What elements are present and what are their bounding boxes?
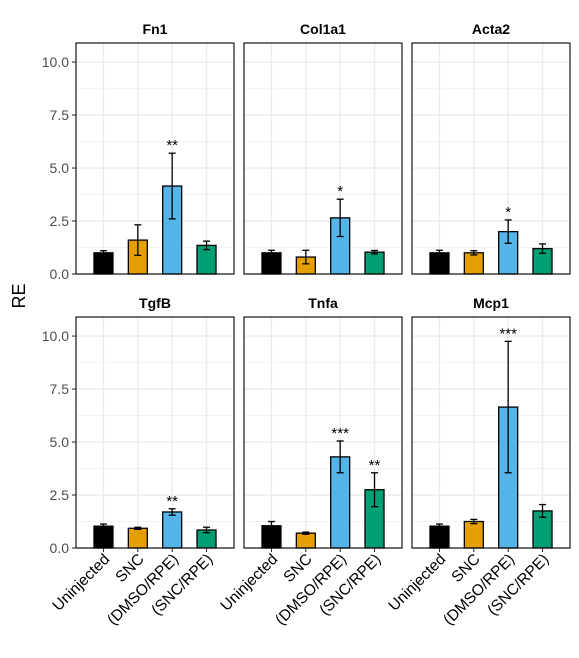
bar-uninjected xyxy=(93,252,114,275)
y-tick-label: 7.5 xyxy=(50,381,70,397)
y-tick-label: 0.0 xyxy=(50,266,70,282)
panel-border xyxy=(243,316,403,549)
significance-label: *** xyxy=(499,325,517,342)
panel-tnfa: Tnfa*****Uninjected SNC(DMSO/RPE)(SNC/RPE… xyxy=(217,295,403,629)
x-tick-label: Uninjected xyxy=(385,551,449,615)
panel-fn1: Fn1 ** 0.0 2.5 5.0 7.5 10.0 xyxy=(42,21,235,282)
panels-layer: Fn1 ** 0.0 2.5 5.0 7.5 10.0 Col1a1 * Acta2 * TgfB **… xyxy=(42,21,571,629)
bar-snc xyxy=(463,520,484,549)
panel-border xyxy=(75,42,235,275)
panel-title: Mcp1 xyxy=(473,295,509,311)
bar-snc xyxy=(295,532,316,549)
x-tick-label: Uninjected xyxy=(217,551,281,615)
y-tick-label: 7.5 xyxy=(50,107,70,123)
panel-background xyxy=(76,43,234,274)
panel-title: Col1a1 xyxy=(300,21,346,37)
panel-title: Fn1 xyxy=(143,21,168,37)
bar-uninjected xyxy=(93,525,114,549)
panel-background xyxy=(244,43,402,274)
panel-acta2: Acta2 * xyxy=(411,21,571,275)
panel-title: Tnfa xyxy=(308,295,338,311)
y-tick-label: 10.0 xyxy=(42,54,69,70)
y-tick-label: 0.0 xyxy=(50,540,70,556)
bar-snc xyxy=(127,527,148,549)
significance-label: * xyxy=(505,204,511,221)
bar-uninjected xyxy=(429,525,450,549)
panel-background xyxy=(412,317,570,548)
x-tick-label: Uninjected xyxy=(49,551,113,615)
bar-snc xyxy=(463,252,484,275)
panel-border xyxy=(243,42,403,275)
panel-title: TgfB xyxy=(139,295,171,311)
y-tick-label: 2.5 xyxy=(50,213,70,229)
y-tick-label: 5.0 xyxy=(50,434,70,450)
significance-label: ** xyxy=(369,457,381,474)
panel-col1a1: Col1a1 * xyxy=(243,21,403,275)
y-tick-label: 10.0 xyxy=(42,328,69,344)
bar-sncrpe xyxy=(364,251,385,275)
panel-title: Acta2 xyxy=(472,21,510,37)
y-tick-label: 5.0 xyxy=(50,160,70,176)
bar-dmsorpe xyxy=(162,511,183,549)
y-tick-label: 2.5 xyxy=(50,487,70,503)
panel-border xyxy=(411,42,571,275)
y-axis-label: RE xyxy=(9,283,29,308)
significance-label: ** xyxy=(166,493,178,510)
panel-background xyxy=(412,43,570,274)
significance-label: * xyxy=(337,183,343,200)
panel-background xyxy=(76,317,234,548)
significance-label: ** xyxy=(166,137,178,154)
panel-border xyxy=(411,316,571,549)
panel-mcp1: Mcp1***Uninjected SNC(DMSO/RPE)(SNC/RPE) xyxy=(385,295,571,629)
panel-border xyxy=(75,316,235,549)
significance-label: *** xyxy=(331,425,349,442)
